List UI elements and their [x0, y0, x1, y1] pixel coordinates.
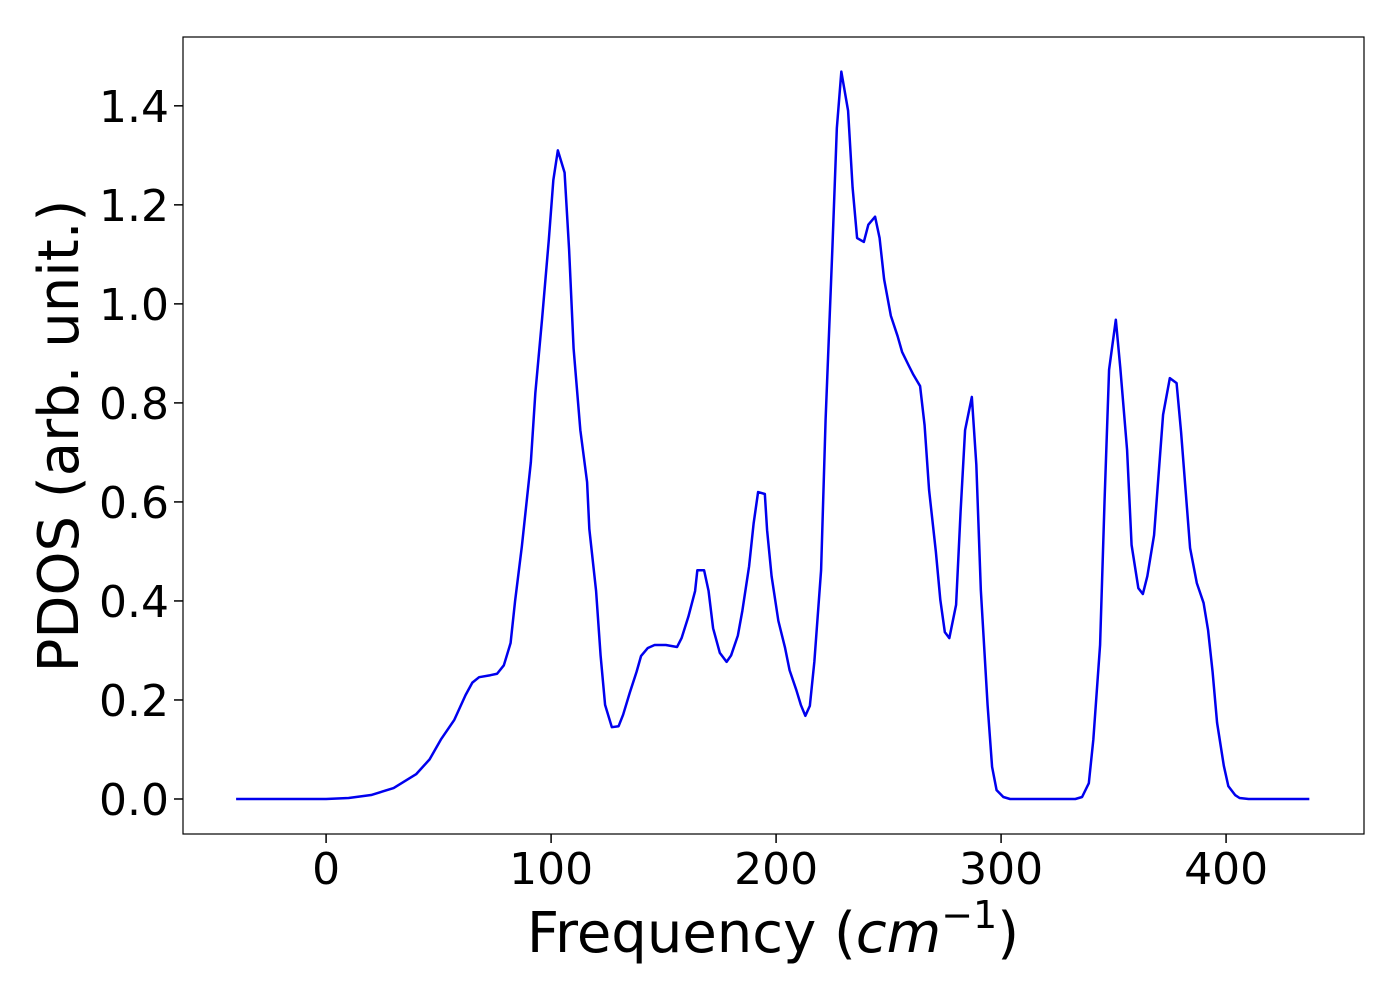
x-label-part: −1 — [941, 893, 997, 937]
y-tick-label: 1.0 — [99, 280, 169, 331]
x-tick-label: 0 — [312, 844, 340, 895]
y-tick-label: 0.4 — [99, 577, 169, 628]
y-axis-label: PDOS (arb. unit.) — [27, 200, 92, 673]
y-tick-label: 1.2 — [99, 181, 169, 232]
x-tick-label: 300 — [959, 844, 1043, 895]
plot-frame — [182, 36, 1365, 835]
x-tick-label: 400 — [1184, 844, 1268, 895]
x-label-part: cm — [856, 901, 941, 966]
x-tick-label: 100 — [509, 844, 593, 895]
y-tick-label: 0.2 — [99, 676, 169, 727]
x-label-part: ) — [997, 901, 1019, 966]
x-axis-label: Frequency (cm−1) — [527, 893, 1019, 966]
y-tick-label: 1.4 — [99, 82, 169, 133]
x-label-part: Frequency ( — [527, 901, 856, 966]
y-tick-label: 0.8 — [99, 379, 169, 430]
y-tick-label: 0.6 — [99, 478, 169, 529]
y-tick-label: 0.0 — [99, 775, 169, 826]
x-tick-label: 200 — [734, 844, 818, 895]
data-line — [236, 70, 1310, 801]
